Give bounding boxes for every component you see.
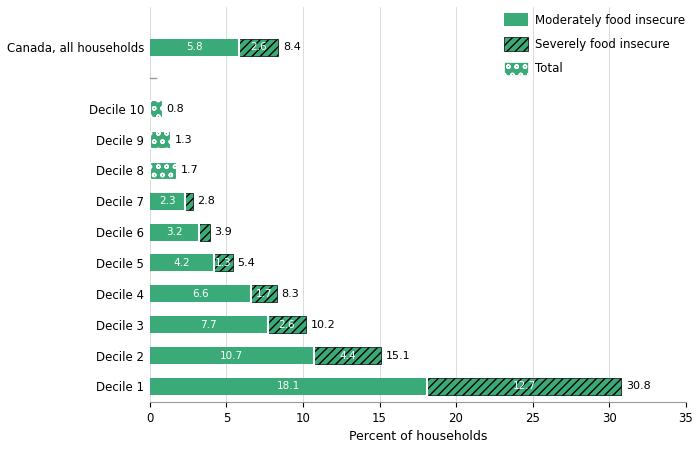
Text: 4.4: 4.4	[339, 351, 356, 360]
Bar	[185, 193, 193, 210]
Bar	[427, 378, 622, 395]
Text: 5.8: 5.8	[186, 42, 202, 52]
Bar	[150, 255, 214, 271]
Text: 5.4: 5.4	[237, 258, 255, 268]
Text: 15.1: 15.1	[386, 351, 410, 360]
Text: 3.2: 3.2	[166, 227, 183, 237]
Bar	[150, 100, 162, 117]
Bar	[251, 285, 277, 302]
Text: 8.4: 8.4	[283, 42, 301, 52]
Text: 0.8: 0.8	[167, 104, 185, 114]
Text: 1.3: 1.3	[215, 258, 232, 268]
Bar	[150, 285, 251, 302]
Bar	[239, 39, 279, 55]
Bar	[199, 224, 209, 241]
Text: 2.3: 2.3	[159, 196, 176, 206]
Text: 2.6: 2.6	[251, 42, 267, 52]
Text: 1.7: 1.7	[181, 166, 198, 176]
Text: 18.1: 18.1	[276, 381, 300, 392]
Text: 3.9: 3.9	[214, 227, 232, 237]
Bar	[150, 193, 185, 210]
Legend: Moderately food insecure, Severely food insecure, Total: Moderately food insecure, Severely food …	[504, 13, 685, 75]
Text: 10.2: 10.2	[311, 320, 335, 330]
Text: 6.6: 6.6	[192, 289, 209, 299]
Bar	[268, 316, 306, 333]
Text: 12.7: 12.7	[512, 381, 536, 392]
Bar	[150, 162, 176, 179]
X-axis label: Percent of households: Percent of households	[349, 430, 487, 443]
Text: 2.8: 2.8	[197, 196, 215, 206]
Text: 1.7: 1.7	[256, 289, 272, 299]
Text: 8.3: 8.3	[281, 289, 300, 299]
Text: 30.8: 30.8	[626, 381, 651, 392]
Bar	[150, 316, 268, 333]
Bar	[150, 347, 314, 364]
Bar	[150, 131, 170, 148]
Text: 1.3: 1.3	[174, 135, 192, 144]
Bar	[150, 39, 239, 55]
Text: 7.7: 7.7	[200, 320, 217, 330]
Bar	[214, 255, 232, 271]
Bar	[314, 347, 381, 364]
Text: 10.7: 10.7	[220, 351, 244, 360]
Text: 4.2: 4.2	[174, 258, 190, 268]
Text: 2.6: 2.6	[279, 320, 295, 330]
Bar	[150, 224, 199, 241]
Bar	[150, 378, 427, 395]
